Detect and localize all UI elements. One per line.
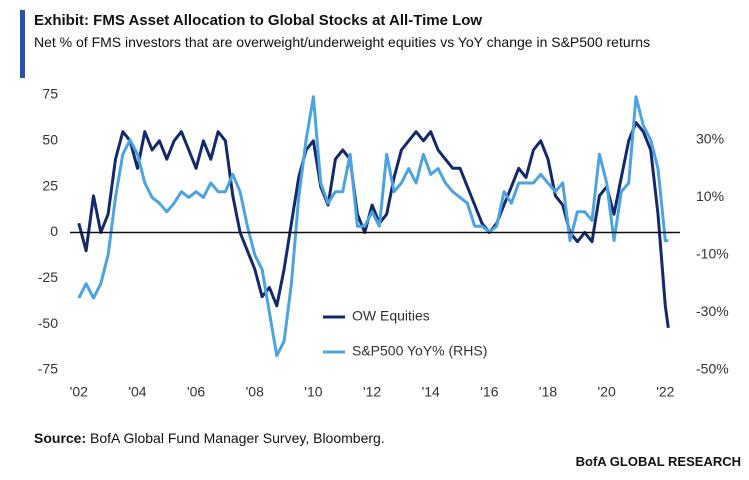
y-tick-label: -50 xyxy=(38,315,58,331)
x-tick-label: '16 xyxy=(480,384,498,400)
y2-tick-label: -50% xyxy=(696,361,729,377)
y2-tick-label: 30% xyxy=(696,131,724,147)
y-tick-label: 50 xyxy=(42,132,58,148)
title-accent xyxy=(20,10,25,78)
chart-title: Exhibit: FMS Asset Allocation to Global … xyxy=(34,12,483,29)
y-tick-label: -75 xyxy=(38,361,58,377)
y2-tick-label: 10% xyxy=(696,188,724,204)
y-tick-label: 0 xyxy=(50,223,58,239)
y-tick-label: -25 xyxy=(38,269,58,285)
y2-tick-label: -30% xyxy=(696,303,729,319)
y-tick-label: 25 xyxy=(42,177,58,193)
chart-subtitle: Net % of FMS investors that are overweig… xyxy=(34,34,651,50)
legend-label: OW Equities xyxy=(352,308,430,324)
source-label: Source: xyxy=(34,430,87,446)
x-tick-label: '08 xyxy=(246,384,264,400)
source-text: BofA Global Fund Manager Survey, Bloombe… xyxy=(90,430,385,446)
x-tick-label: '02 xyxy=(70,384,88,400)
x-tick-label: '14 xyxy=(422,384,440,400)
x-tick-label: '06 xyxy=(187,384,205,400)
x-tick-label: '20 xyxy=(598,384,616,400)
x-tick-label: '10 xyxy=(304,384,322,400)
legend-label: S&P500 YoY% (RHS) xyxy=(352,343,487,359)
x-tick-label: '12 xyxy=(363,384,381,400)
y-tick-label: 75 xyxy=(42,86,58,102)
x-tick-label: '18 xyxy=(539,384,557,400)
x-tick-label: '04 xyxy=(128,384,146,400)
x-tick-label: '22 xyxy=(656,384,674,400)
chart: -75 -50 -25 0 25 50 75 -50% -30% -10% 10% 30% '02 '04… xyxy=(38,86,729,400)
y2-tick-label: -10% xyxy=(696,246,729,262)
source: Source: BofA Global Fund Manager Survey,… xyxy=(34,430,385,446)
series-line xyxy=(77,95,669,358)
series-line xyxy=(77,121,670,329)
footer: BofA GLOBAL RESEARCH xyxy=(575,454,741,469)
